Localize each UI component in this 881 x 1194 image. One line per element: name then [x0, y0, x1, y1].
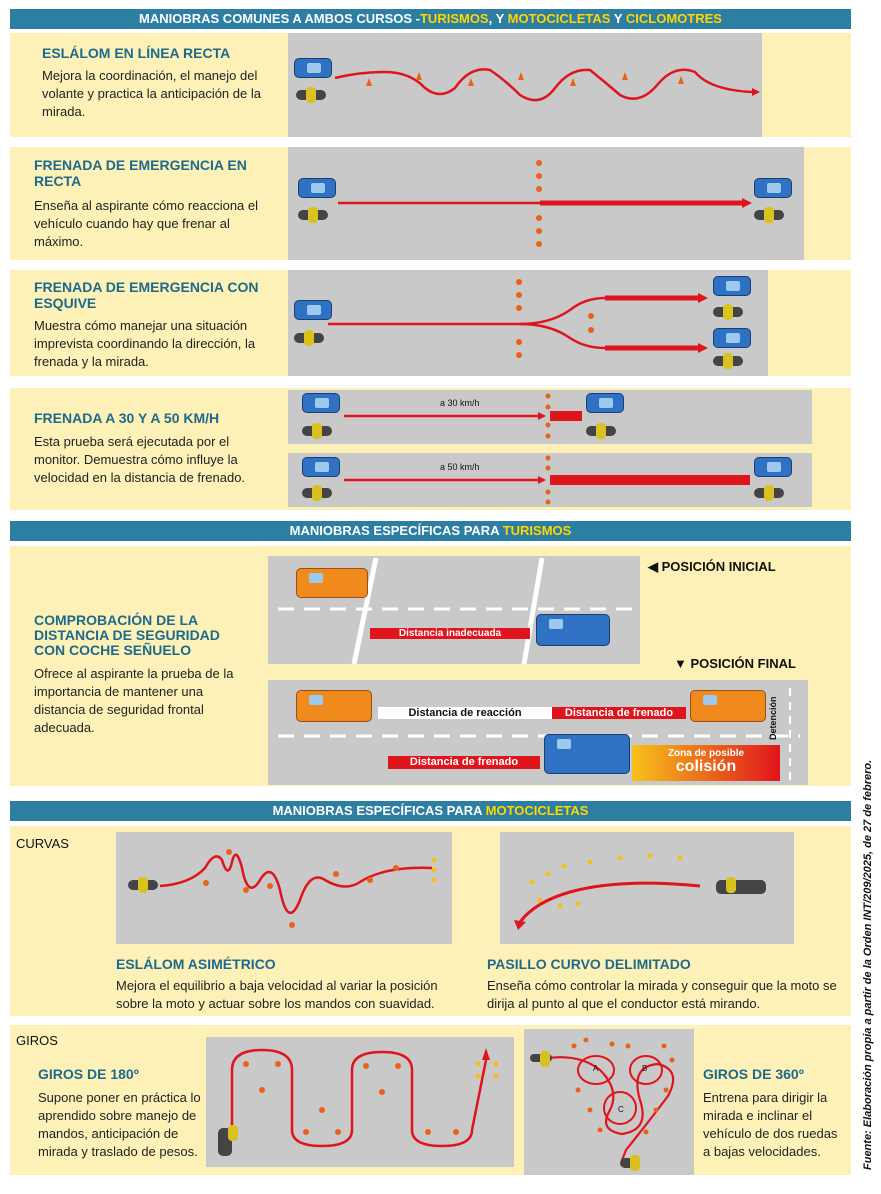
motorcycle-icon — [302, 485, 332, 501]
motorcycle-icon — [294, 330, 324, 346]
dodge-title: FRENADA DE EMERGENCIA CON ESQUIVE — [34, 279, 259, 311]
collision-zone: Zona de posible colisión — [632, 745, 780, 781]
turn180-road — [206, 1037, 514, 1167]
final-position-label: ▼ POSICIÓN FINAL — [674, 656, 796, 671]
section-bar-cars: MANIOBRAS ESPECÍFICAS PARA TURISMOS — [10, 521, 851, 541]
car-icon — [713, 328, 751, 348]
turn360-desc: Entrena para dirigir la mirada e inclina… — [703, 1090, 838, 1159]
blue-car-icon — [544, 734, 630, 774]
final-position-text: POSICIÓN FINAL — [690, 656, 796, 671]
car-icon — [298, 178, 336, 198]
slalom-title: ESLÁLOM EN LÍNEA RECTA — [42, 45, 231, 61]
dodge-desc: Muestra cómo manejar una situación impre… — [34, 318, 256, 369]
emergency-title: FRENADA DE EMERGENCIA EN RECTA — [34, 157, 247, 189]
car-icon — [586, 393, 624, 413]
turn360-road — [524, 1029, 694, 1175]
turn180-title: GIROS DE 180º — [38, 1066, 139, 1082]
orange-car-icon — [296, 690, 372, 722]
cone-icon — [468, 78, 474, 86]
section-highlight: CICLOMOTRES — [625, 11, 722, 26]
inadequate-distance-bar: Distancia inadecuada — [370, 628, 530, 639]
cone-icon — [622, 72, 628, 80]
corridor-title: PASILLO CURVO DELIMITADO — [487, 956, 691, 972]
turn360-point-a: A — [593, 1064, 599, 1073]
asym-road — [116, 832, 452, 944]
safety-desc: Ofrece al aspirante la prueba de la impo… — [34, 666, 234, 735]
car-icon — [754, 178, 792, 198]
turn360-title: GIROS DE 360º — [703, 1066, 804, 1082]
section-separator: Y — [610, 11, 626, 26]
reaction-distance-bar: Distancia de reacción — [378, 707, 552, 719]
motorcycle-icon — [713, 353, 743, 369]
motorcycle-icon — [530, 1051, 552, 1067]
asym-desc: Mejora el equilibrio a baja velocidad al… — [116, 978, 438, 1011]
cone-icon — [570, 78, 576, 86]
motorcycle-icon — [713, 304, 743, 320]
safety-title: COMPROBACIÓN DE LA DISTANCIA DE SEGURIDA… — [34, 612, 220, 658]
blue-car-icon — [536, 614, 610, 646]
corridor-desc: Enseña cómo controlar la mirada y conseg… — [487, 978, 837, 1011]
car-icon — [294, 58, 332, 78]
collision-label: colisión — [675, 758, 737, 775]
motorcycle-icon — [128, 877, 158, 893]
orange-car-icon — [690, 690, 766, 722]
turn360-point-b: B — [642, 1064, 648, 1073]
speeds-title: FRENADA A 30 Y A 50 KM/H — [34, 410, 220, 426]
emergency-desc: Enseña al aspirante cómo reacciona el ve… — [34, 198, 259, 249]
motorcycle-icon — [716, 877, 766, 894]
cone-icon — [366, 78, 372, 86]
speed30-label: a 30 km/h — [440, 398, 480, 408]
motorcycle-icon — [586, 423, 616, 439]
section-highlight: TURISMOS — [419, 11, 489, 26]
motorcycle-icon — [754, 485, 784, 501]
braking-distance-bar: Distancia de frenado — [552, 707, 686, 719]
car-icon — [302, 393, 340, 413]
motorcycle-icon — [218, 1125, 238, 1156]
motorcycle-icon — [298, 207, 328, 223]
section-title: MANIOBRAS ESPECÍFICAS PARA — [272, 803, 486, 818]
motorcycle-icon — [296, 87, 326, 103]
section-bar-common: MANIOBRAS COMUNES A AMBOS CURSOS -TURISM… — [10, 9, 851, 29]
cone-icon — [416, 72, 422, 80]
section-title: MANIOBRAS ESPECÍFICAS PARA — [289, 523, 503, 538]
cone-icon — [678, 76, 684, 84]
motorcycle-icon — [302, 423, 332, 439]
source-note: Fuente: Elaboración propia a partir de l… — [862, 759, 874, 1170]
curves-label: CURVAS — [16, 836, 69, 851]
slalom-desc: Mejora la coordinación, el manejo del vo… — [42, 68, 261, 119]
initial-position-text: POSICIÓN INICIAL — [661, 559, 776, 574]
car-icon — [754, 457, 792, 477]
section-title: MANIOBRAS COMUNES A AMBOS CURSOS - — [139, 11, 420, 26]
section-highlight: TURISMOS — [502, 523, 572, 538]
section-bar-motos: MANIOBRAS ESPECÍFICAS PARA MOTOCICLETAS — [10, 801, 851, 821]
turn180-desc: Supone poner en práctica lo aprendido so… — [38, 1090, 201, 1159]
braking-distance-bar: Distancia de frenado — [388, 756, 540, 769]
car-icon — [302, 457, 340, 477]
motorcycle-icon — [620, 1155, 640, 1171]
orange-car-icon — [296, 568, 368, 598]
collision-zone-label: Zona de posible — [667, 748, 745, 759]
asym-title: ESLÁLOM ASIMÉTRICO — [116, 956, 276, 972]
turn360-point-c: C — [618, 1105, 624, 1114]
section-highlight: MOTOCICLETAS — [507, 11, 611, 26]
motorcycle-icon — [754, 207, 784, 223]
cone-icon — [518, 72, 524, 80]
turns-label: GIROS — [16, 1033, 58, 1048]
speeds-desc: Esta prueba será ejecutada por el monito… — [34, 434, 246, 485]
car-icon — [713, 276, 751, 296]
initial-position-label: ◀ POSICIÓN INICIAL — [648, 559, 776, 574]
speed50-label: a 50 km/h — [440, 462, 480, 472]
car-icon — [294, 300, 332, 320]
section-separator: , Y — [488, 11, 508, 26]
section-highlight: MOTOCICLETAS — [485, 803, 589, 818]
